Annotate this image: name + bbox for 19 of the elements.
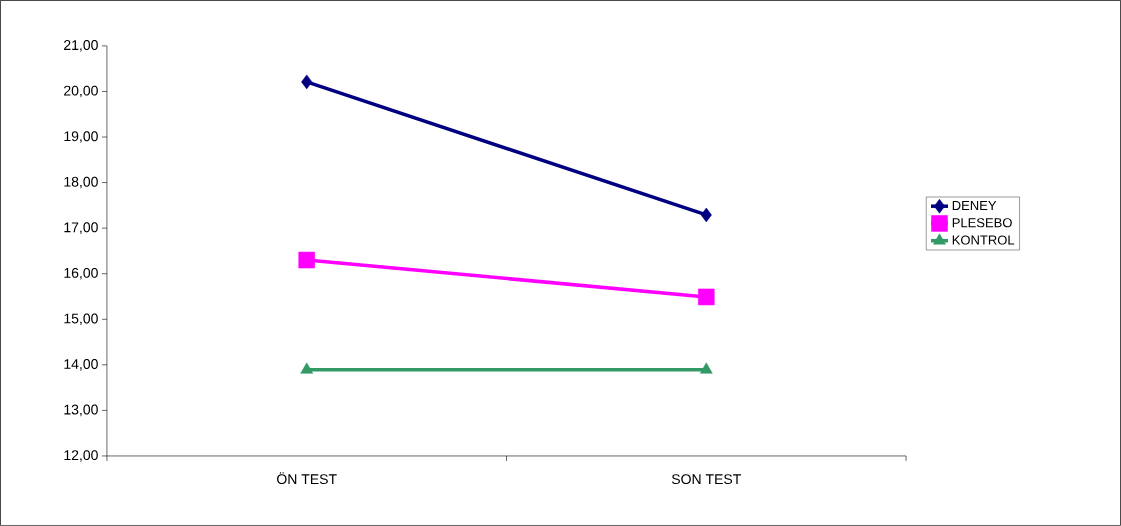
- y-tick-label: 13,00: [64, 404, 98, 417]
- point: [301, 74, 313, 90]
- point: [298, 251, 315, 269]
- y-tick-label: 16,00: [64, 267, 98, 280]
- y-tick-label: 17,00: [64, 222, 98, 234]
- y-tick-label: 15,00: [64, 313, 98, 326]
- legend-label: KONTROL: [952, 235, 1015, 245]
- y-tick-label: 19,00: [64, 131, 98, 143]
- point: [698, 288, 715, 306]
- legend-label: PLESEBO: [952, 218, 1012, 228]
- point: [700, 207, 712, 223]
- y-tick-label: 14,00: [64, 359, 98, 371]
- y-tick-label: 12,00: [64, 450, 98, 462]
- y-tick-label: 21,00: [64, 40, 98, 52]
- y-tick-label: 18,00: [64, 176, 98, 189]
- y-tick-label: 20,00: [64, 85, 98, 98]
- x-tick-label: ÖN TEST: [277, 472, 337, 485]
- legend-label: DENEY: [952, 201, 997, 210]
- x-tick-label: SON TEST: [671, 474, 741, 485]
